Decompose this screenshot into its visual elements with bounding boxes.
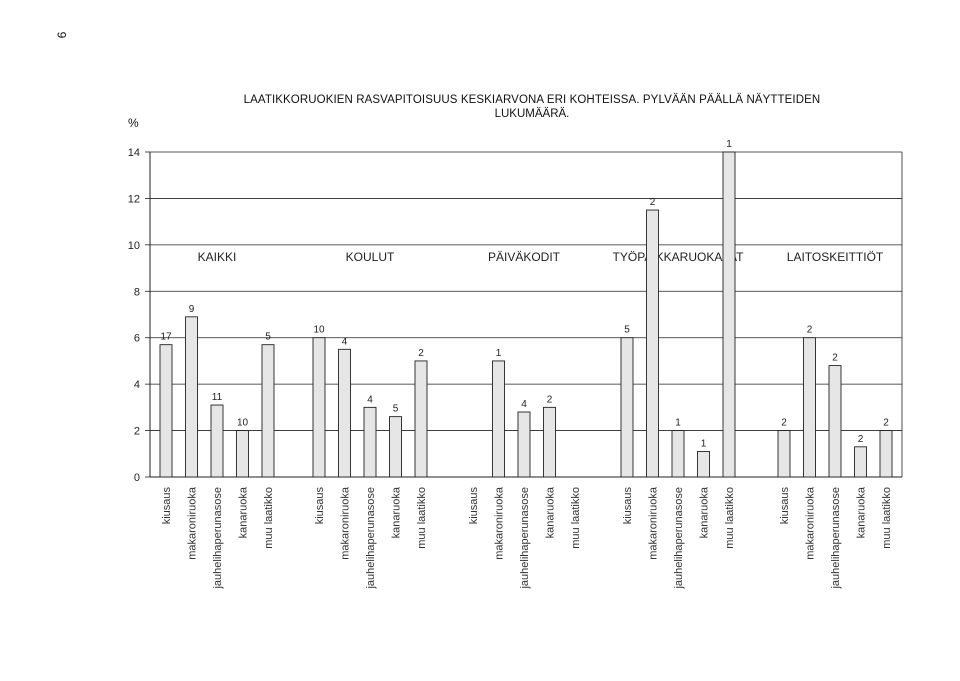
category-label: muu laatikko (881, 487, 893, 549)
group-label-background (481, 249, 567, 265)
bar (414, 360, 428, 478)
data-label: 2 (781, 418, 787, 429)
group-label: LAITOSKEITTIÖT (787, 250, 884, 264)
data-label: 17 (160, 332, 172, 343)
y-tick-label: 4 (134, 379, 140, 391)
data-label: 1 (496, 348, 502, 359)
category-label: kanaruoka (545, 486, 557, 538)
y-tick-label: 14 (128, 147, 140, 159)
y-tick-label: 10 (128, 240, 140, 252)
data-label: 4 (521, 399, 527, 410)
bar (236, 430, 249, 478)
group-label-background (189, 249, 245, 265)
bar (185, 316, 198, 478)
bar (363, 406, 377, 478)
bar (312, 337, 326, 478)
bar (543, 406, 556, 478)
category-label: muu laatikko (570, 487, 582, 549)
data-label: 5 (265, 332, 271, 343)
category-label: kiusaus (314, 487, 326, 525)
group-label: KAIKKI (198, 250, 237, 264)
bar (697, 451, 710, 478)
category-label: kiusaus (622, 487, 634, 525)
bar (803, 337, 816, 478)
bar (492, 360, 505, 478)
bar (879, 430, 893, 478)
category-label: kanaruoka (391, 486, 403, 538)
category-label: kiusaus (779, 487, 791, 525)
bar (854, 446, 867, 478)
category-label: jauhelihaperunasose (673, 487, 685, 590)
bar (671, 430, 685, 478)
data-label: 1 (675, 418, 681, 429)
data-label: 10 (313, 325, 325, 336)
data-label: 2 (807, 325, 813, 336)
data-label: 2 (858, 434, 864, 445)
data-label: 2 (418, 348, 424, 359)
category-label: jauhelihaperunasose (519, 487, 531, 590)
y-axis-unit-label: % (128, 116, 139, 130)
category-label: muu laatikko (724, 487, 736, 549)
category-label: kanaruoka (699, 486, 711, 538)
data-label: 4 (367, 394, 373, 405)
group-label: KOULUT (346, 250, 395, 264)
category-label: makaroniruoka (648, 486, 660, 560)
category-label: jauhelihaperunasose (212, 487, 224, 590)
category-label: jauhelihaperunasose (830, 487, 842, 590)
category-label: makaroniruoka (340, 486, 352, 560)
category-label: kiusaus (468, 487, 480, 525)
bar (620, 337, 634, 478)
group-label-background (342, 249, 398, 265)
data-label: 2 (547, 394, 553, 405)
data-label: 5 (393, 404, 399, 415)
bar (261, 344, 275, 478)
category-label: makaroniruoka (805, 486, 817, 560)
group-label-background (608, 249, 748, 265)
data-label: 2 (832, 353, 838, 364)
y-tick-label: 6 (134, 333, 140, 345)
category-label: muu laatikko (263, 487, 275, 549)
category-label: makaroniruoka (494, 486, 506, 560)
bar (722, 151, 736, 478)
data-label: 1 (726, 139, 732, 150)
data-label: 5 (624, 325, 630, 336)
y-tick-label: 12 (128, 193, 140, 205)
data-label: 11 (212, 392, 223, 403)
y-tick-label: 0 (134, 472, 140, 484)
bar (828, 365, 842, 478)
category-label: kiusaus (161, 487, 173, 525)
group-label: PÄIVÄKODIT (488, 250, 561, 264)
y-tick-label: 2 (134, 426, 140, 438)
bar (646, 209, 659, 478)
category-label: muu laatikko (416, 487, 428, 549)
bar (517, 411, 531, 478)
group-label-background (776, 249, 894, 265)
data-label: 10 (237, 418, 249, 429)
data-label: 4 (342, 336, 348, 347)
category-label: jauhelihaperunasose (365, 487, 377, 590)
chart-title-line-1: LAATIKKORUOKIEN RASVAPITOISUUS KESKIARVO… (243, 94, 821, 106)
data-label: 2 (883, 418, 889, 429)
chart-title-line-2: LUKUMÄÄRÄ. (494, 108, 570, 120)
bar (389, 416, 402, 478)
category-label: makaroniruoka (187, 486, 199, 560)
data-label: 2 (650, 197, 656, 208)
bar (210, 404, 224, 478)
data-label: 9 (189, 304, 195, 315)
y-tick-label: 8 (134, 286, 140, 298)
bar (159, 344, 173, 478)
category-label: kanaruoka (856, 486, 868, 538)
data-label: 1 (701, 438, 707, 449)
category-label: kanaruoka (238, 486, 250, 538)
group-label: TYÖPAIKKARUOKALAT (613, 250, 745, 264)
bar (777, 430, 791, 478)
bar (338, 348, 351, 478)
